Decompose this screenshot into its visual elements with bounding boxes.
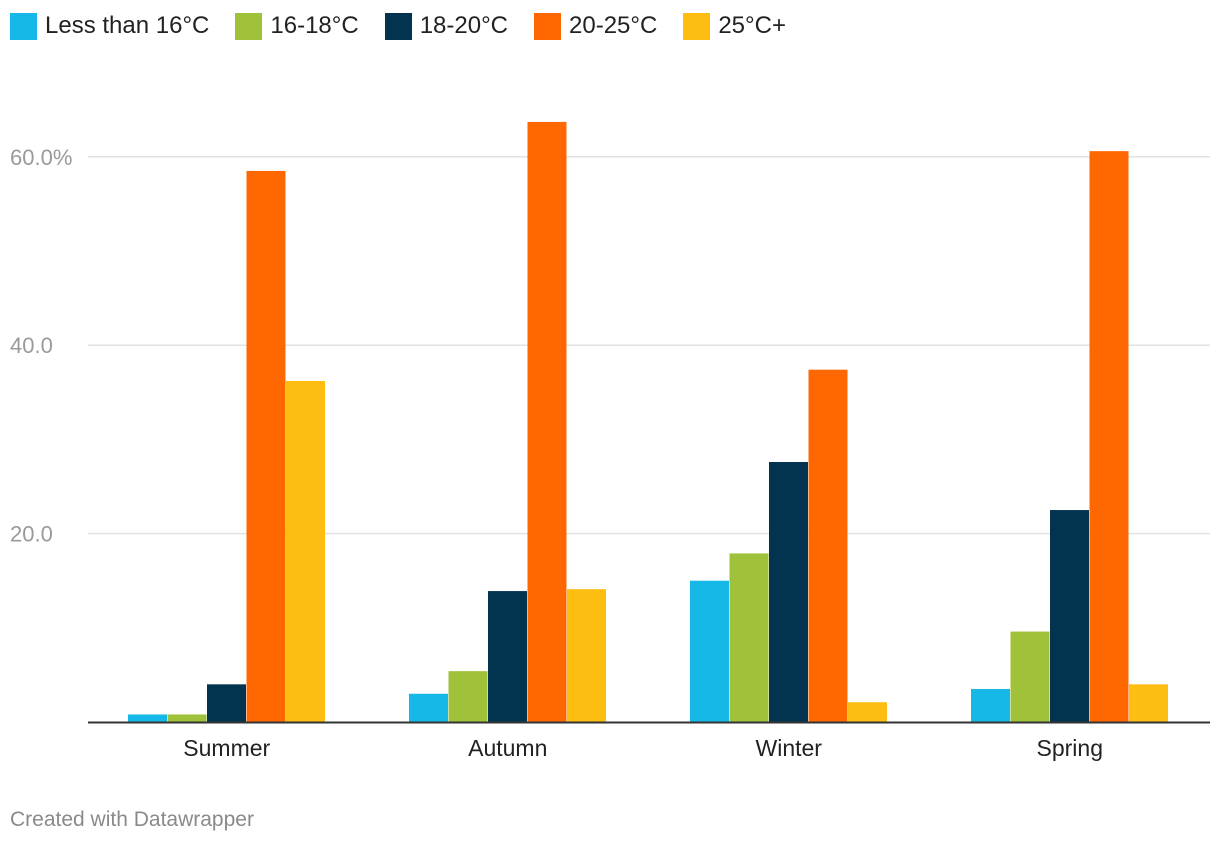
bar — [1050, 510, 1089, 722]
axes: 20.0 40.0 60.0% Summer Autumn Winter Spring — [10, 145, 1210, 761]
footer-credit: Created with Datawrapper — [10, 808, 254, 831]
legend-label: 25°C+ — [718, 12, 786, 39]
bar — [128, 714, 167, 722]
bar — [971, 689, 1010, 722]
legend-swatch — [384, 12, 412, 40]
legend-item: 20-25°C — [534, 12, 657, 40]
bar — [246, 170, 286, 722]
legend-item: 18-20°C — [384, 12, 508, 40]
legend-swatch — [235, 12, 263, 40]
bars — [128, 121, 1168, 723]
bar — [769, 462, 808, 722]
bar — [207, 684, 246, 722]
bar — [448, 671, 488, 722]
legend-swatch — [683, 12, 711, 40]
chart-legend: Less than 16°C 16-18°C 18-20°C 20-25°C 25°C+ — [10, 12, 786, 40]
x-tick-label: Summer — [183, 735, 270, 761]
bar — [488, 591, 527, 722]
legend-item: 16-18°C — [235, 12, 359, 40]
x-tick-label: Spring — [1037, 735, 1103, 761]
legend-item: 25°C+ — [683, 12, 786, 40]
y-tick-label: 20.0 — [10, 522, 53, 547]
y-tick-label: 60.0% — [10, 145, 72, 170]
bar — [1089, 151, 1129, 722]
legend-label: 16-18°C — [270, 12, 359, 39]
x-tick-label: Autumn — [468, 735, 547, 761]
bar — [690, 580, 729, 722]
legend-label: 20-25°C — [569, 12, 658, 39]
bar — [1010, 631, 1050, 722]
legend-swatch — [10, 12, 37, 40]
bar — [527, 121, 567, 723]
legend-label: 18-20°C — [419, 12, 508, 39]
bar — [808, 369, 848, 722]
bar — [409, 693, 448, 722]
bar — [729, 553, 769, 722]
bar — [567, 589, 606, 722]
legend-swatch — [534, 12, 561, 40]
legend-label: Less than 16°C — [45, 12, 210, 39]
bar — [167, 714, 207, 722]
bar — [848, 702, 887, 722]
x-tick-label: Winter — [756, 735, 823, 761]
bar — [286, 380, 325, 722]
y-tick-label: 40.0 — [10, 333, 53, 358]
bar — [1129, 684, 1168, 722]
legend-item: Less than 16°C — [10, 12, 209, 40]
